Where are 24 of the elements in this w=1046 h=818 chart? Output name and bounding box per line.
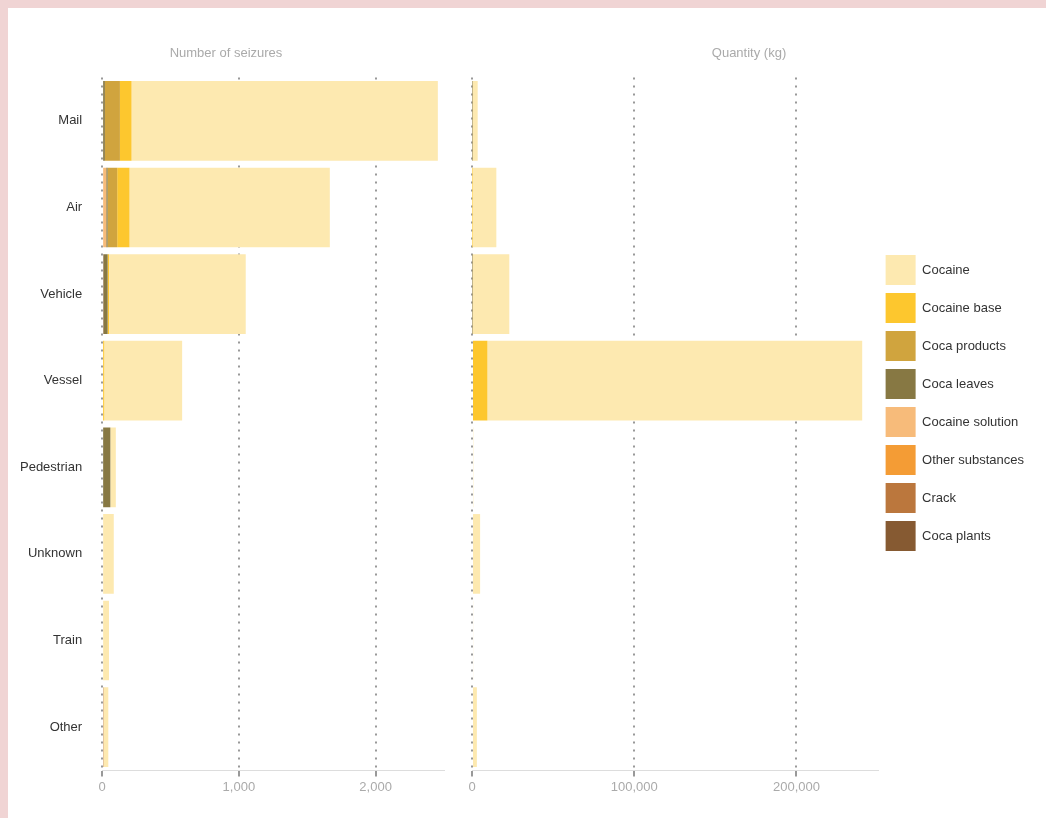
x-tick-label: 200,000: [772, 778, 820, 794]
legend-label: Cocaine base: [922, 299, 1002, 315]
y-tick-label: Mail: [58, 112, 83, 128]
legend-label: Coca products: [922, 337, 1007, 353]
x-tick-label: 100,000: [610, 778, 658, 794]
x-tick-label: 2,000: [359, 778, 392, 794]
y-tick-label: Pedestrian: [19, 458, 83, 474]
y-tick-label: Vehicle: [40, 285, 83, 301]
x-axis-title: Quantity (kg): [711, 45, 787, 61]
legend-label: Coca leaves: [922, 375, 995, 391]
y-tick-label: Air: [66, 199, 83, 215]
y-tick-label: Other: [49, 718, 83, 734]
y-tick-label: Unknown: [27, 545, 83, 561]
x-tick-label: 0: [98, 778, 106, 794]
x-axis-title: Number of seizures: [169, 45, 283, 61]
legend-label: Cocaine solution: [922, 413, 1019, 429]
y-tick-label: Train: [53, 632, 83, 648]
y-tick-label: Vessel: [43, 372, 83, 388]
x-tick-label: 1,000: [222, 778, 256, 794]
legend-label: Other substances: [922, 451, 1025, 467]
legend-label: Coca plants: [922, 527, 992, 543]
x-tick-label: 0: [468, 778, 476, 794]
legend-label: Cocaine: [922, 261, 970, 277]
legend-label: Crack: [922, 489, 957, 505]
